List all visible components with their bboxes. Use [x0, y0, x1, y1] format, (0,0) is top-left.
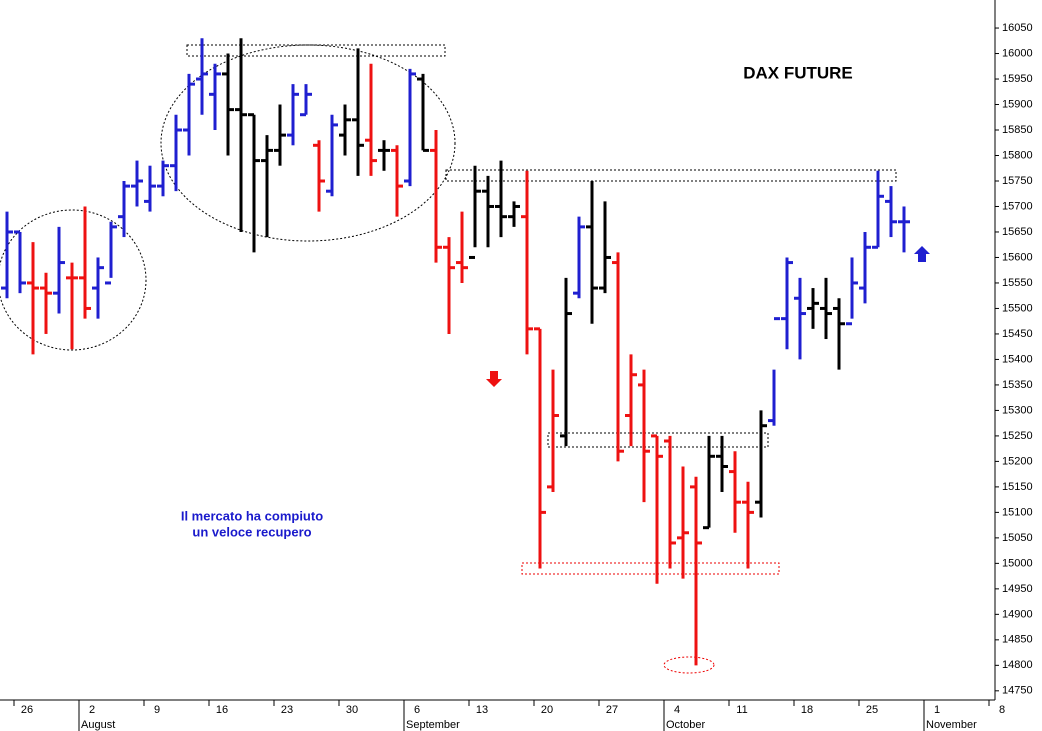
month-label: October — [666, 719, 705, 731]
month-label: November — [926, 719, 977, 731]
down-arrow — [486, 371, 502, 387]
x-tick-label: 23 — [281, 704, 293, 716]
level-box — [186, 44, 446, 57]
y-tick-label: 15600 — [1002, 251, 1033, 263]
x-tick-label: 16 — [216, 704, 228, 716]
y-tick-label: 15450 — [1002, 328, 1033, 340]
y-tick-label: 15500 — [1002, 302, 1033, 314]
y-tick-label: 15550 — [1002, 277, 1033, 289]
ellipse — [0, 209, 147, 351]
y-tick-label: 14850 — [1002, 634, 1033, 646]
x-tick-label: 11 — [736, 704, 747, 716]
y-tick-label: 15000 — [1002, 557, 1033, 569]
up-arrow — [914, 246, 930, 262]
y-tick-label: 15300 — [1002, 404, 1033, 416]
y-tick-label: 15100 — [1002, 506, 1033, 518]
y-tick-label: 15250 — [1002, 430, 1033, 442]
x-tick-label: 13 — [476, 704, 488, 716]
y-tick-label: 15750 — [1002, 175, 1033, 187]
y-tick-label: 14900 — [1002, 608, 1033, 620]
level-box — [445, 169, 897, 182]
x-tick-label: 26 — [21, 704, 33, 716]
y-tick-label: 15700 — [1002, 200, 1033, 212]
y-tick-label: 15050 — [1002, 532, 1033, 544]
x-tick-label: 9 — [154, 704, 160, 716]
x-tick-label: 27 — [606, 704, 618, 716]
x-tick-label: 30 — [346, 704, 358, 716]
x-tick-label: 1 — [934, 704, 940, 716]
x-tick-label: 2 — [89, 704, 95, 716]
y-tick-label: 15800 — [1002, 149, 1033, 161]
y-tick-label: 14750 — [1002, 685, 1033, 697]
x-tick-label: 8 — [999, 704, 1005, 716]
annotation: un veloce recupero — [192, 524, 311, 539]
annotation: Il mercato ha compiuto — [181, 508, 323, 523]
y-tick-label: 15950 — [1002, 73, 1033, 85]
x-tick-label: 6 — [414, 704, 420, 716]
y-tick-label: 15150 — [1002, 481, 1033, 493]
y-tick-label: 14950 — [1002, 583, 1033, 595]
y-tick-label: 15650 — [1002, 226, 1033, 238]
x-tick-label: 25 — [866, 704, 878, 716]
month-label: September — [406, 719, 460, 731]
y-tick-label: 15850 — [1002, 124, 1033, 136]
y-tick-label: 15200 — [1002, 455, 1033, 467]
y-tick-label: 16000 — [1002, 47, 1033, 59]
x-tick-label: 20 — [541, 704, 553, 716]
ellipse — [160, 44, 456, 242]
y-tick-label: 16050 — [1002, 22, 1033, 34]
y-tick-label: 15900 — [1002, 98, 1033, 110]
x-tick-label: 4 — [674, 704, 680, 716]
y-tick-label: 15400 — [1002, 353, 1033, 365]
x-tick-label: 18 — [801, 704, 813, 716]
y-tick-label: 15350 — [1002, 379, 1033, 391]
level-box — [521, 562, 780, 575]
ellipse — [663, 656, 715, 674]
y-tick-label: 14800 — [1002, 659, 1033, 671]
chart-title: DAX FUTURE — [743, 63, 853, 82]
drawn-shapes — [0, 0, 996, 701]
month-label: August — [81, 719, 115, 731]
